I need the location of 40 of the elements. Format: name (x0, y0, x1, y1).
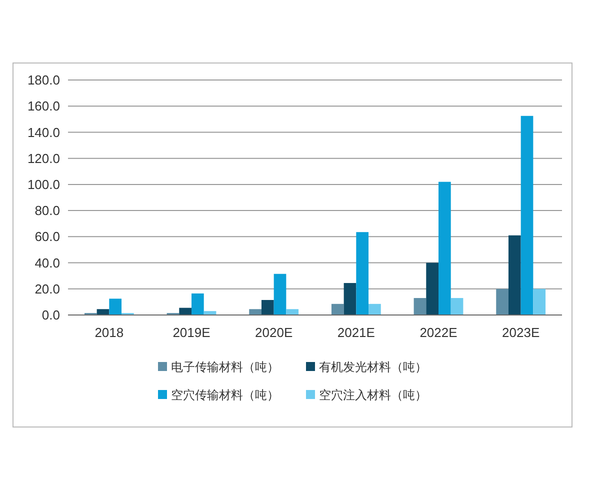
x-tick-label: 2022E (420, 325, 458, 340)
x-tick-label: 2018 (94, 325, 124, 340)
y-tick-label: 40.0 (34, 255, 60, 270)
x-tick-label: 2023E (502, 325, 540, 340)
bar (179, 308, 192, 315)
legend-label: 空穴注入材料（吨） (319, 388, 427, 402)
bar (344, 283, 356, 315)
x-tick-label: 2021E (337, 325, 376, 340)
bar (368, 304, 381, 315)
legend-label: 电子传输材料（吨） (171, 360, 279, 374)
y-tick-label: 160.0 (27, 98, 60, 114)
bar (496, 288, 508, 315)
bar (249, 309, 262, 315)
bar (274, 274, 286, 315)
y-tick-label: 20.0 (34, 281, 60, 296)
bar (192, 293, 204, 315)
bar (520, 116, 534, 315)
legend-label: 有机发光材料（吨） (319, 360, 427, 374)
y-tick-label: 180.0 (27, 72, 60, 88)
bar (356, 232, 369, 315)
bar (331, 304, 344, 315)
bar (438, 182, 451, 315)
bar (426, 262, 438, 315)
y-tick-label: 100.0 (27, 176, 60, 192)
bar (286, 309, 299, 315)
y-tick-label: 140.0 (27, 124, 60, 140)
y-tick-label: 60.0 (34, 229, 60, 244)
bar (96, 309, 110, 315)
legend-label: 空穴传输材料（吨） (171, 388, 279, 402)
y-tick-label: 0.0 (42, 308, 60, 323)
bar (414, 298, 426, 315)
y-tick-label: 120.0 (27, 150, 60, 166)
bar (261, 300, 274, 315)
bar (109, 298, 122, 315)
bar (533, 288, 546, 315)
bar (508, 235, 521, 315)
bar (450, 298, 464, 315)
x-tick-label: 2019E (172, 325, 211, 340)
y-tick-label: 80.0 (34, 203, 60, 218)
x-tick-label: 2020E (255, 325, 293, 340)
